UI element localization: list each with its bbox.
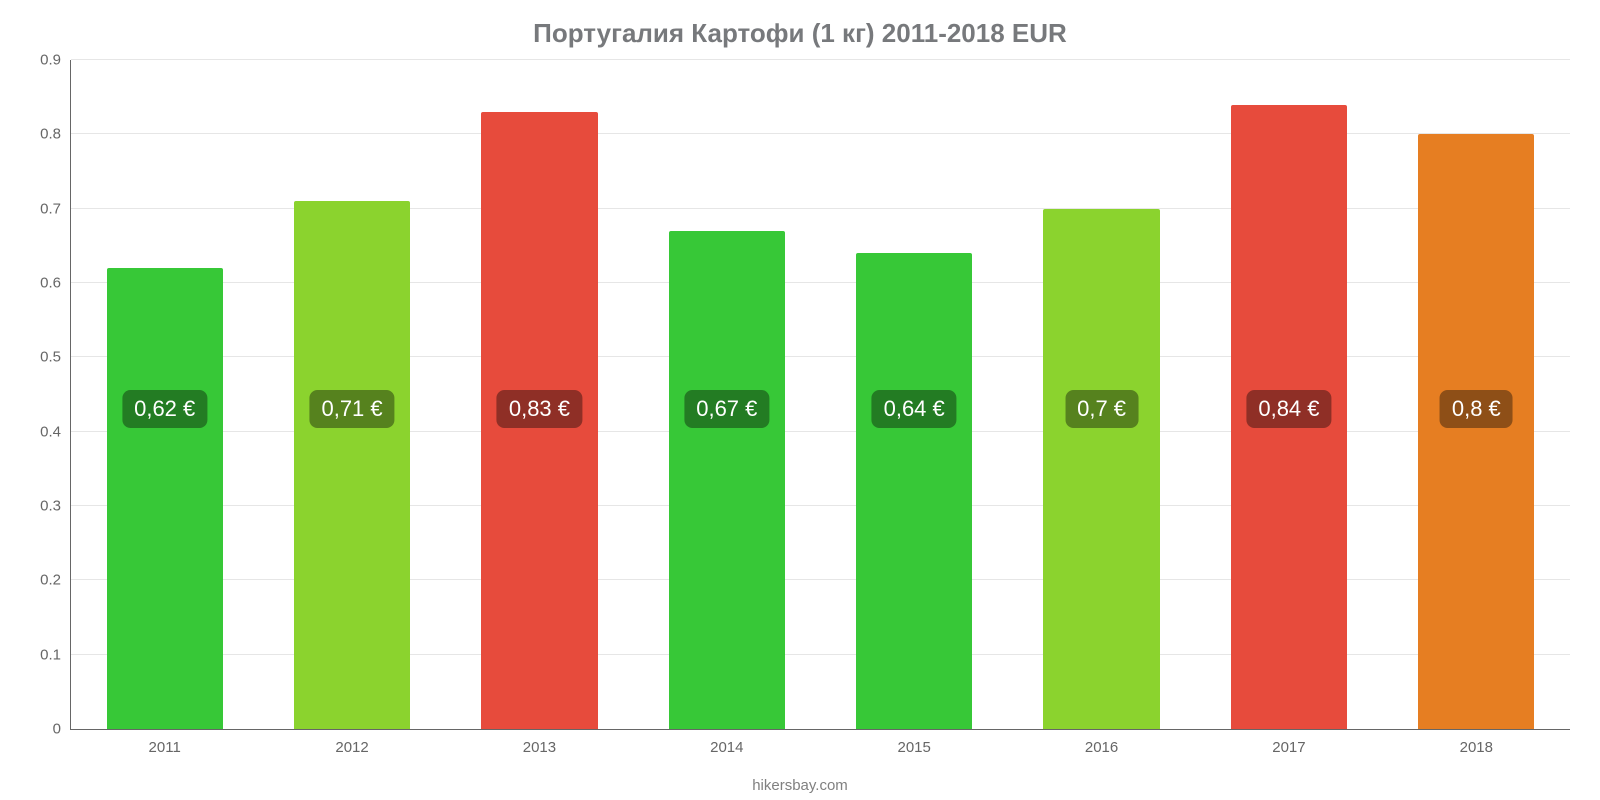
x-tick-label: 2012 <box>335 729 368 756</box>
bar <box>107 268 223 729</box>
bar-slot: 0,67 € <box>633 60 820 729</box>
bar-value-badge: 0,83 € <box>497 390 582 428</box>
bar <box>1043 209 1159 729</box>
chart-title: Португалия Картофи (1 кг) 2011-2018 EUR <box>0 0 1600 49</box>
x-tick-label: 2014 <box>710 729 743 756</box>
y-tick-label: 0.8 <box>40 126 71 143</box>
y-tick-label: 0.1 <box>40 646 71 663</box>
bar-slot: 0,7 € <box>1008 60 1195 729</box>
bar <box>1418 134 1534 729</box>
x-tick-label: 2017 <box>1272 729 1305 756</box>
bar <box>669 231 785 729</box>
y-tick-label: 0.4 <box>40 423 71 440</box>
x-tick-label: 2015 <box>898 729 931 756</box>
y-tick-label: 0.6 <box>40 275 71 292</box>
plot-area: 00.10.20.30.40.50.60.70.80.90,62 €20110,… <box>70 60 1570 730</box>
bar-value-badge: 0,84 € <box>1246 390 1331 428</box>
bar <box>856 253 972 729</box>
bar-value-badge: 0,62 € <box>122 390 207 428</box>
source-label: hikersbay.com <box>0 777 1600 794</box>
bar-slot: 0,71 € <box>258 60 445 729</box>
chart-container: Португалия Картофи (1 кг) 2011-2018 EUR … <box>0 0 1600 800</box>
bar-value-badge: 0,7 € <box>1065 390 1138 428</box>
bar-value-badge: 0,71 € <box>309 390 394 428</box>
bar-value-badge: 0,67 € <box>684 390 769 428</box>
y-tick-label: 0 <box>53 721 71 738</box>
bar-slot: 0,84 € <box>1195 60 1382 729</box>
x-tick-label: 2013 <box>523 729 556 756</box>
bar-slot: 0,62 € <box>71 60 258 729</box>
y-tick-label: 0.5 <box>40 349 71 366</box>
x-tick-label: 2018 <box>1460 729 1493 756</box>
bar-slot: 0,64 € <box>821 60 1008 729</box>
bar-value-badge: 0,64 € <box>872 390 957 428</box>
x-tick-label: 2016 <box>1085 729 1118 756</box>
bar-value-badge: 0,8 € <box>1440 390 1513 428</box>
bar-slot: 0,83 € <box>446 60 633 729</box>
bar-slot: 0,8 € <box>1383 60 1570 729</box>
x-tick-label: 2011 <box>149 729 181 756</box>
y-tick-label: 0.7 <box>40 200 71 217</box>
y-tick-label: 0.9 <box>40 52 71 69</box>
y-tick-label: 0.3 <box>40 498 71 515</box>
y-tick-label: 0.2 <box>40 572 71 589</box>
bar <box>294 201 410 729</box>
